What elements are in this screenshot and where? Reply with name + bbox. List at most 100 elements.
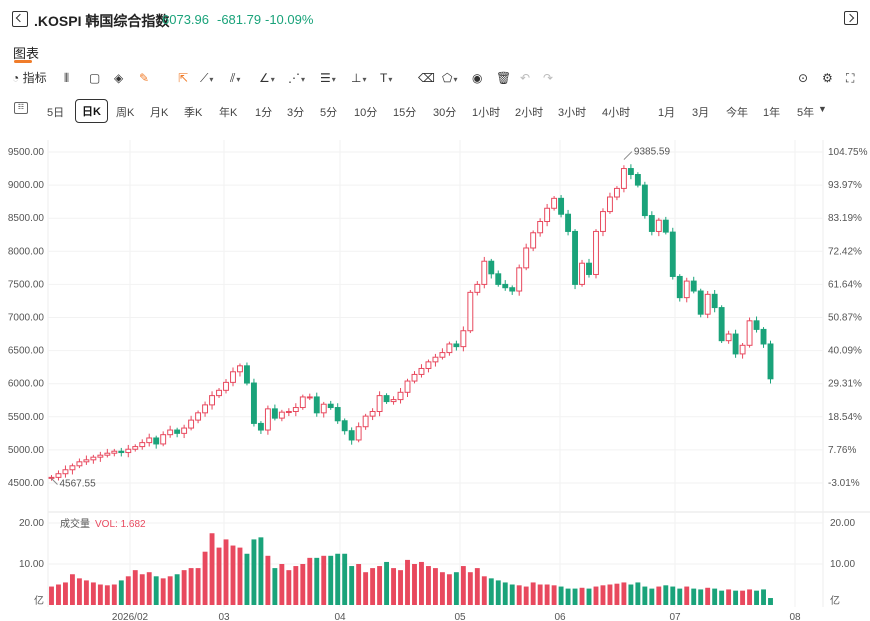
eraser-icon[interactable]: ⌫: [418, 71, 435, 85]
fib-tool-icon[interactable]: ⫽: [230, 70, 240, 88]
period-1min[interactable]: 1分: [255, 107, 273, 119]
low-price-label: 4567.55: [59, 479, 96, 490]
candle-body: [732, 333, 739, 355]
volume-bar: [656, 586, 662, 605]
fullscreen-icon[interactable]: ⛶: [846, 71, 855, 85]
period-30min[interactable]: 30分: [433, 107, 457, 119]
candle-body: [446, 343, 453, 354]
candle-body: [544, 207, 551, 223]
trash-icon[interactable]: 🗑: [496, 71, 512, 85]
camera-icon[interactable]: ⊙: [798, 71, 809, 85]
volume-bar: [195, 568, 201, 605]
candle-body: [90, 456, 97, 461]
redo-icon[interactable]: ↷: [543, 71, 554, 85]
volume-bar: [621, 582, 627, 605]
x-tick-label: 04: [334, 612, 346, 621]
candle-body: [306, 396, 313, 399]
y-tick-label: 5000.00: [8, 445, 45, 456]
candle-body: [69, 465, 76, 471]
period-yearly[interactable]: 年K: [219, 107, 238, 119]
volume-bar: [488, 578, 494, 605]
volume-bar: [174, 574, 180, 605]
volume-bar: [614, 583, 620, 605]
candle-body: [711, 293, 718, 309]
candle-type-icon[interactable]: ⫴: [64, 71, 70, 85]
volume-bar: [495, 580, 501, 605]
period-15min[interactable]: 15分: [393, 107, 417, 119]
angle-tool-icon[interactable]: ∠: [259, 70, 275, 88]
period-settings-icon[interactable]: ☷: [14, 102, 28, 114]
candle-body: [530, 232, 537, 249]
rectangle-icon[interactable]: ▢: [89, 71, 101, 85]
exit-fullscreen-icon[interactable]: [844, 11, 858, 25]
settings-icon[interactable]: ⚙: [822, 71, 833, 85]
candle-body: [118, 450, 125, 454]
volume-bar: [370, 568, 376, 605]
volume-bar: [530, 582, 536, 605]
x-tick-label: 2026/02: [112, 612, 149, 621]
volume-bar: [202, 551, 208, 605]
candle-body: [579, 262, 585, 285]
period-daily[interactable]: 日K: [75, 99, 108, 123]
period-weekly[interactable]: 周K: [116, 107, 135, 119]
volume-bar: [439, 572, 445, 605]
x-tick-label: 07: [669, 612, 681, 621]
back-icon[interactable]: [12, 11, 28, 27]
brush-icon[interactable]: ✎: [139, 71, 150, 85]
y-tick-pct-label: 29.31%: [828, 379, 862, 390]
candle-body: [397, 391, 404, 401]
candle-body: [383, 395, 390, 403]
period-1m[interactable]: 1月: [658, 107, 676, 119]
candle-body: [264, 408, 271, 431]
period-1y[interactable]: 1年: [763, 107, 781, 119]
quote-header: .KOSPI 韩国综合指数 6073.96 -681.79 -10.09%: [0, 0, 870, 40]
period-5d[interactable]: 5日: [47, 107, 65, 119]
period-3h[interactable]: 3小时: [558, 107, 587, 119]
candle-body: [620, 168, 627, 189]
volume-bar: [209, 533, 215, 605]
undo-icon[interactable]: ↶: [520, 71, 531, 85]
indicator-button[interactable]: ◔ 指标: [12, 70, 47, 86]
candle-body: [669, 231, 676, 277]
volume-bar: [181, 570, 187, 605]
eye-icon[interactable]: ◉: [472, 71, 483, 85]
y-tick-label: 6000.00: [8, 379, 45, 390]
drawing-toolbar: ◔ 指标 ⫴ ▢ ◈ ✎ ⇱ ⟋ ⫽ ∠ ⋰ ☰ ⊥ T ⌫ ⬠ ◉ 🗑 ↶ ↷…: [0, 66, 870, 90]
candle-body: [558, 197, 565, 215]
tab-underline: [14, 60, 32, 63]
period-5min[interactable]: 5分: [320, 107, 338, 119]
period-4h[interactable]: 4小时: [602, 107, 631, 119]
period-monthly[interactable]: 月K: [150, 107, 169, 119]
cursor-icon[interactable]: ⇱: [178, 71, 189, 85]
period-3m[interactable]: 3月: [692, 107, 710, 119]
period-more-icon[interactable]: ▼: [818, 104, 827, 114]
candle-body: [551, 197, 558, 209]
volume-bar: [237, 547, 243, 605]
high-price-label: 9385.59: [634, 147, 671, 158]
period-quarterly[interactable]: 季K: [184, 107, 203, 119]
text-tool-icon[interactable]: T: [380, 70, 392, 88]
candle-body: [250, 382, 257, 424]
pattern-tool-icon[interactable]: ⋰: [288, 70, 305, 88]
volume-bar: [146, 572, 152, 605]
period-2h[interactable]: 2小时: [515, 107, 544, 119]
line-tool-icon[interactable]: ⟋: [200, 70, 213, 88]
text-align-icon[interactable]: ☰: [320, 70, 336, 88]
layers-icon[interactable]: ◈: [114, 71, 124, 85]
period-10min[interactable]: 10分: [354, 107, 378, 119]
candle-body: [523, 247, 530, 269]
y-tick-pct-label: 40.09%: [828, 346, 862, 357]
period-ytd[interactable]: 今年: [726, 107, 748, 119]
tab-bar: 图表: [0, 40, 870, 64]
measure-icon[interactable]: ⊥: [351, 70, 366, 88]
last-price: 6073.96: [162, 12, 209, 27]
period-5y[interactable]: 5年: [797, 107, 815, 119]
shape-tool-icon[interactable]: ⬠: [442, 70, 457, 88]
candle-body: [593, 230, 599, 275]
period-3min[interactable]: 3分: [287, 107, 305, 119]
period-1h[interactable]: 1小时: [472, 107, 501, 119]
tab-chart[interactable]: 图表: [13, 46, 40, 61]
candle-body: [111, 450, 118, 454]
volume-bar: [607, 584, 613, 605]
